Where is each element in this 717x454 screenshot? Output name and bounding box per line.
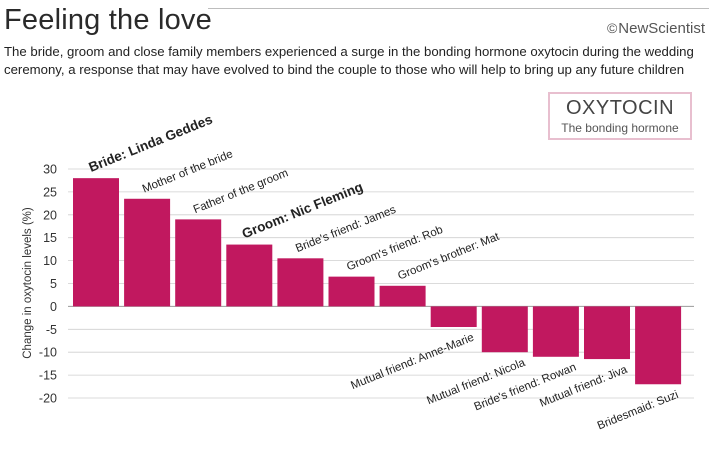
y-tick-label: 30 — [43, 163, 57, 177]
bar — [124, 198, 171, 307]
bar — [226, 244, 273, 307]
y-tick-label: -10 — [39, 346, 57, 360]
bar — [328, 276, 375, 307]
bar-label: Bridesmaid: Suzi — [596, 389, 681, 432]
brand-name: NewScientist — [618, 20, 705, 37]
y-tick-label: 15 — [43, 231, 57, 245]
legend-box: OXYTOCIN The bonding hormone — [548, 92, 692, 140]
bar — [73, 178, 119, 307]
y-tick-label: -5 — [46, 323, 57, 337]
bar — [481, 306, 528, 353]
bar — [635, 306, 682, 385]
bar — [277, 258, 324, 307]
bar — [430, 306, 477, 328]
y-axis-label: Change in oxytocin levels (%) — [22, 207, 34, 359]
bar — [175, 219, 222, 307]
y-tick-label: 10 — [43, 254, 57, 268]
brand-logo: ©NewScientist — [607, 20, 705, 37]
bar — [532, 306, 579, 357]
title-divider — [208, 8, 709, 9]
y-tick-label: -20 — [39, 392, 57, 406]
bar — [379, 285, 426, 307]
bar-label: Bride's friend: Rowan — [473, 361, 579, 413]
y-tick-label: -15 — [39, 369, 57, 383]
chart-title: Feeling the love — [4, 4, 212, 36]
chart-subtitle: The bride, groom and close family member… — [4, 44, 694, 77]
legend-subtitle: The bonding hormone — [561, 121, 679, 135]
bar — [584, 306, 630, 360]
y-tick-label: 20 — [43, 208, 57, 222]
legend-title: OXYTOCIN — [565, 97, 675, 119]
copyright-symbol: © — [606, 20, 618, 36]
bar-label: Mother of the bride — [141, 148, 235, 195]
y-tick-label: 25 — [43, 185, 57, 199]
y-tick-label: 0 — [50, 300, 57, 314]
y-tick-label: 5 — [50, 277, 57, 291]
